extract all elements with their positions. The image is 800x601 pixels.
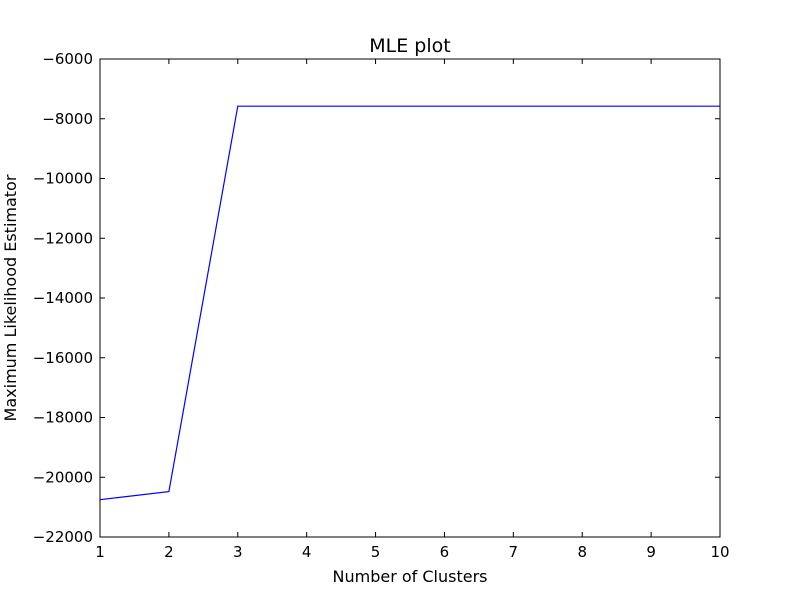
- y-tick-label: −22000: [33, 528, 93, 546]
- x-tick-label: 10: [710, 543, 729, 561]
- y-tick-label: −20000: [33, 468, 93, 486]
- x-tick-label: 3: [233, 543, 243, 561]
- x-tick-label: 5: [371, 543, 381, 561]
- y-tick-label: −8000: [42, 110, 93, 128]
- chart-title: MLE plot: [369, 35, 450, 57]
- x-tick-label: 7: [509, 543, 519, 561]
- x-tick-label: 9: [646, 543, 656, 561]
- y-tick-label: −12000: [33, 229, 93, 247]
- plot-frame: [99, 58, 721, 538]
- x-tick-label: 6: [440, 543, 450, 561]
- y-axis-label: Maximum Likelihood Estimator: [1, 174, 20, 421]
- x-tick-label: 1: [95, 543, 105, 561]
- x-tick-label: 2: [164, 543, 174, 561]
- series-line-0: [99, 105, 720, 501]
- y-tick-label: −6000: [42, 50, 93, 68]
- x-axis-label: Number of Clusters: [333, 567, 488, 586]
- y-tick-label: −18000: [33, 409, 93, 427]
- y-tick-label: −16000: [33, 349, 93, 367]
- y-tick-label: −10000: [33, 170, 93, 188]
- x-tick-label: 8: [577, 543, 587, 561]
- y-tick-label: −14000: [33, 289, 93, 307]
- x-tick-label: 4: [302, 543, 312, 561]
- plot-area: 1 2 3 4 5 6 7 8 9 10 −6000 −8000 −10000 −12000 −14000 −…: [33, 50, 730, 561]
